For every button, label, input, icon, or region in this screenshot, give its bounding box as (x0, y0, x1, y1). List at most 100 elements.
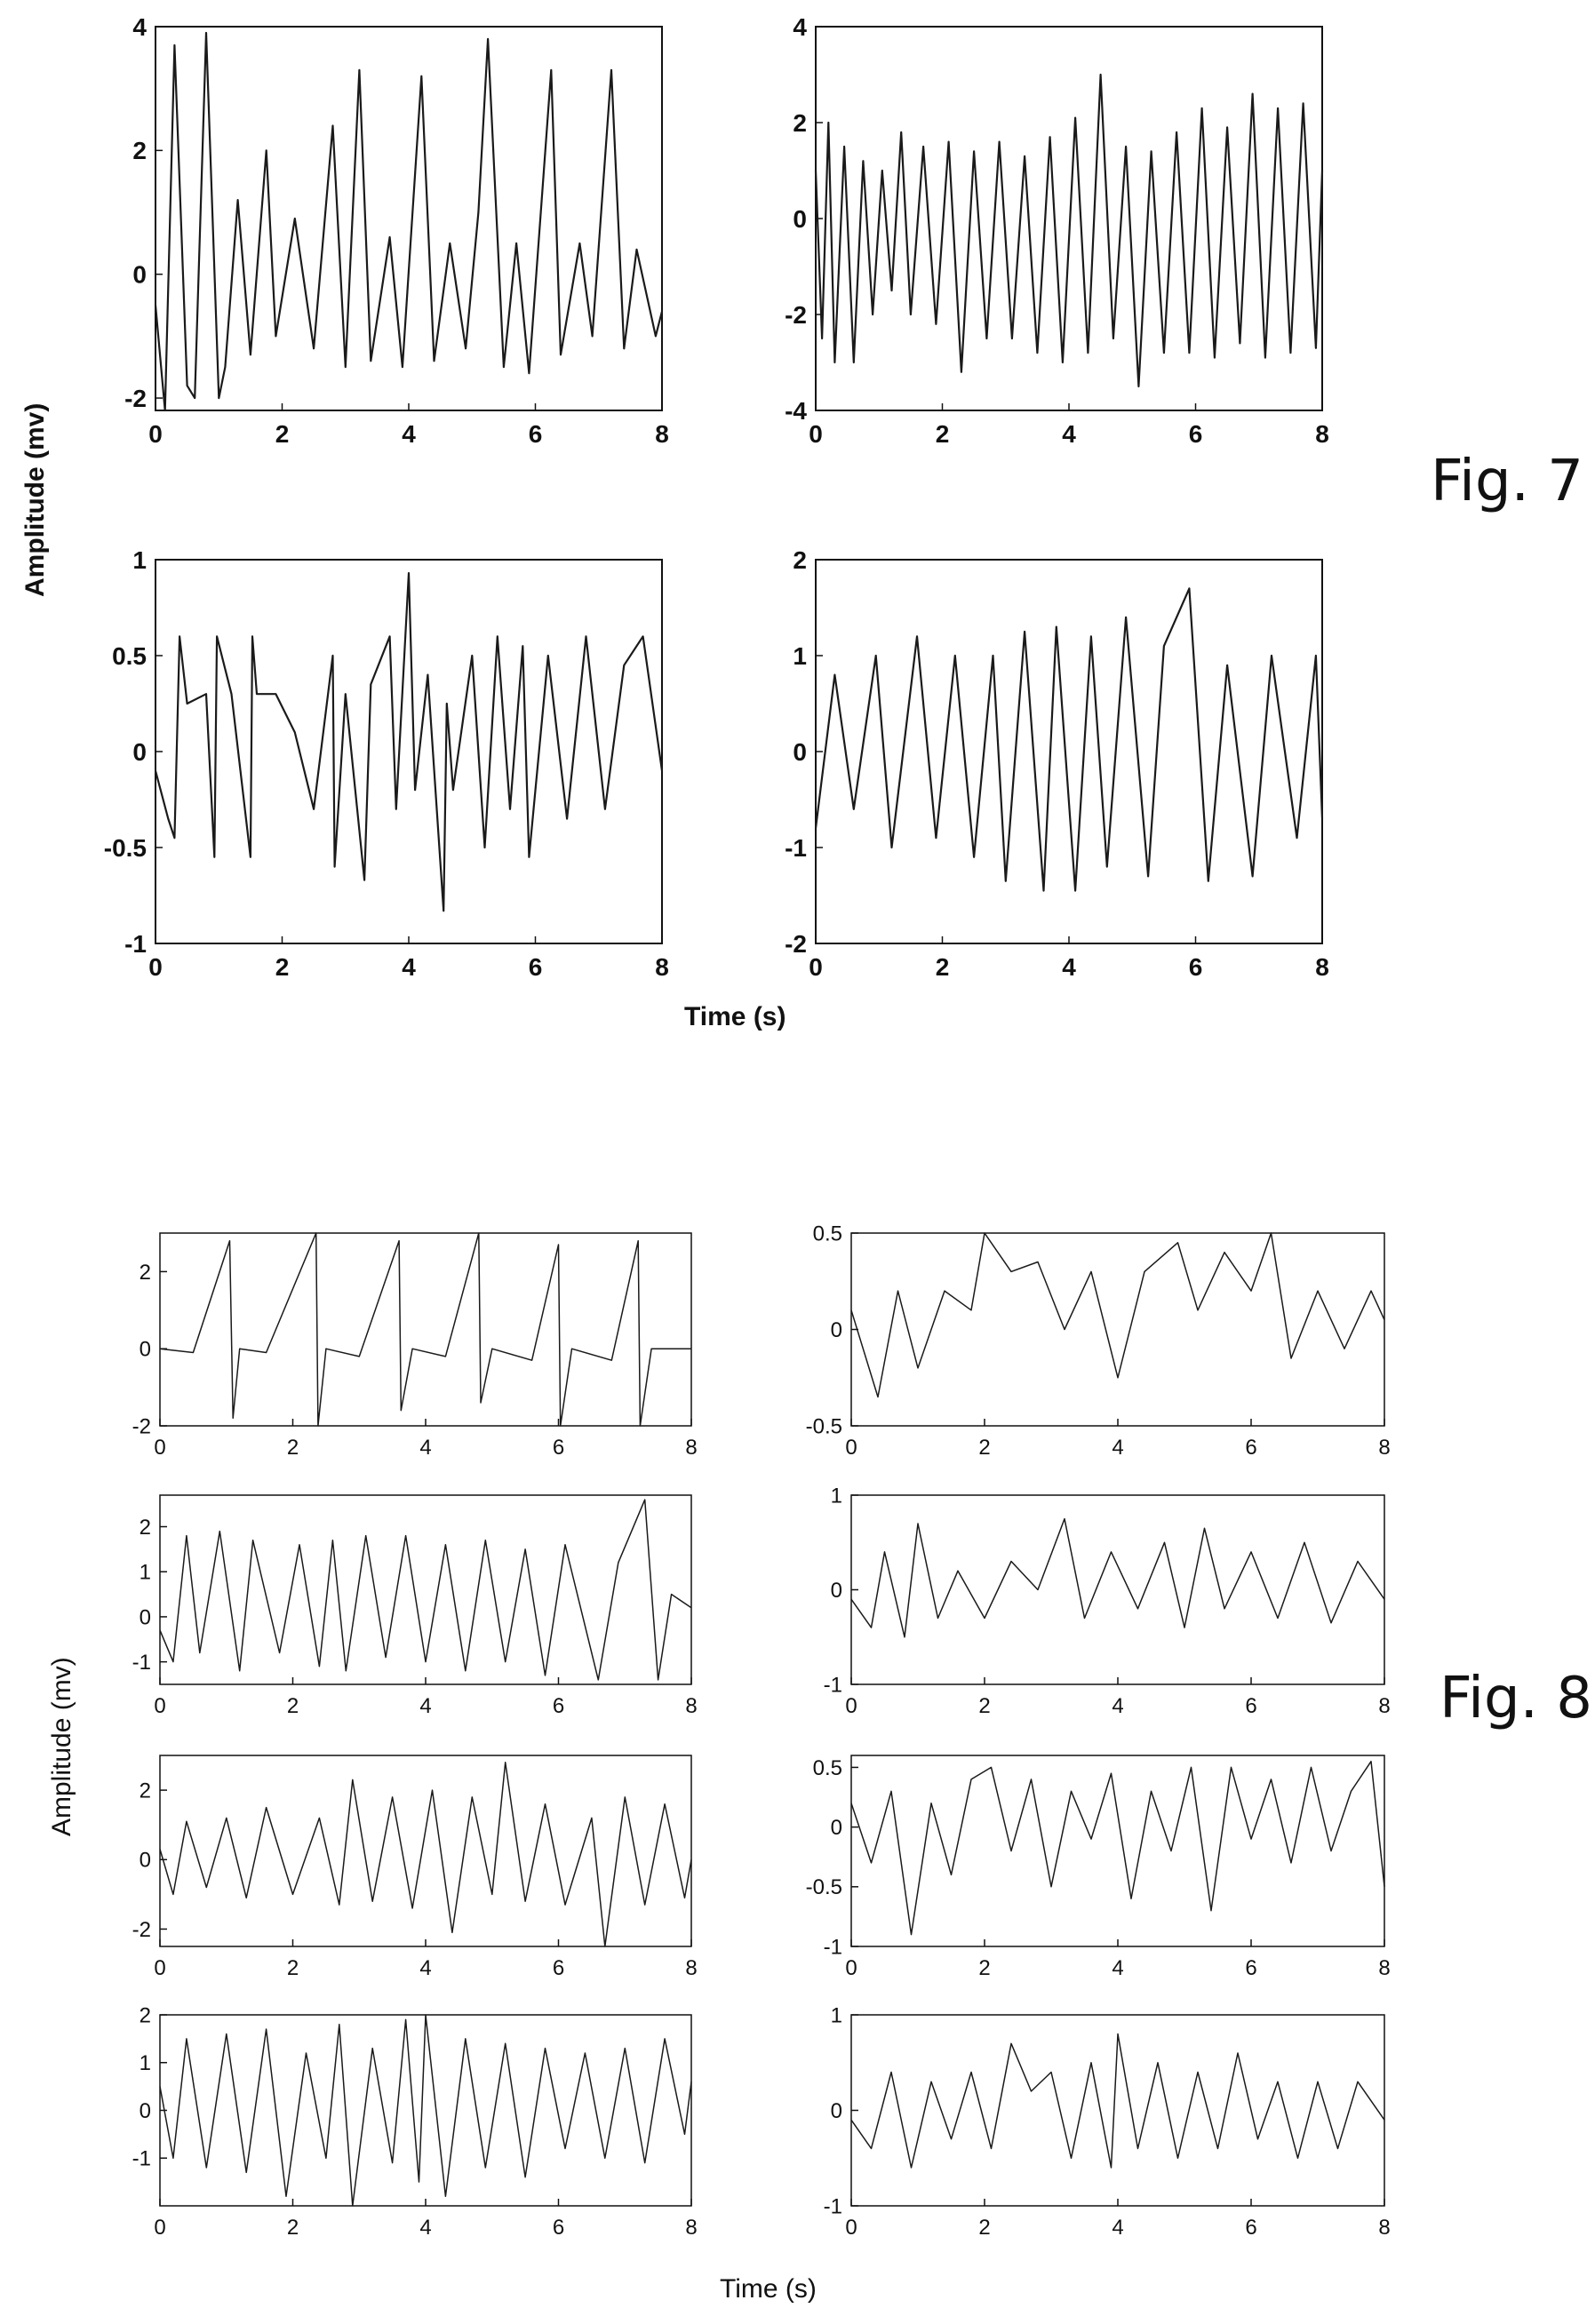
axes-frame (159, 1755, 692, 1947)
y-tick-label: 0.5 (813, 1756, 842, 1780)
y-tick-label: 2 (140, 2003, 151, 2027)
x-tick-label: 0 (154, 1956, 165, 1980)
x-tick-label: 4 (1062, 420, 1076, 448)
x-tick-label: 8 (685, 1956, 697, 1980)
x-tick-label: 0 (154, 1436, 165, 1460)
series-line-0 (850, 1517, 1385, 1638)
x-tick-label: 2 (978, 1956, 990, 1980)
x-tick-label: 6 (529, 953, 543, 981)
y-tick-label: 2 (793, 546, 807, 574)
y-tick-label: 0 (132, 738, 147, 766)
x-tick-label: 4 (419, 1956, 431, 1980)
y-tick-label: -0.5 (104, 834, 147, 862)
x-tick-label: 8 (685, 1694, 697, 1718)
y-tick-label: 1 (140, 2051, 151, 2075)
x-tick-label: 0 (148, 953, 163, 981)
x-tick-label: 4 (1062, 953, 1076, 981)
y-tick-label: 4 (793, 13, 807, 41)
x-tick-label: 4 (402, 420, 416, 448)
x-tick-label: 0 (845, 1694, 857, 1718)
y-tick-label: -2 (124, 385, 147, 412)
y-tick-label: 0 (132, 261, 147, 289)
x-tick-label: 4 (1112, 1436, 1123, 1460)
y-tick-label: -1 (785, 834, 807, 862)
series-line-0 (850, 1232, 1385, 1398)
y-tick-label: -2 (132, 1414, 151, 1438)
y-tick-label: 1 (793, 642, 807, 670)
y-tick-label: 0 (140, 1338, 151, 1362)
axes-frame (159, 2014, 692, 2207)
series-line-0 (850, 2033, 1385, 2169)
y-tick-label: -1 (132, 1651, 151, 1675)
figure-7-label: Fig. 7 (1431, 449, 1583, 514)
x-tick-label: 6 (529, 420, 543, 448)
x-tick-label: 8 (1378, 1436, 1390, 1460)
figure-7-y-axis-title: Amplitude (mv) (20, 402, 50, 597)
x-tick-label: 2 (978, 1436, 990, 1460)
y-tick-label: -2 (785, 930, 807, 958)
y-tick-label: 2 (793, 109, 807, 137)
y-tick-label: -1 (124, 930, 147, 958)
axes-frame (159, 1232, 692, 1427)
y-tick-label: -1 (132, 2147, 151, 2171)
panel-row2-right-7: 0 2 4 6 8-101 (824, 1484, 1391, 1718)
x-tick-label: 0 (845, 1436, 857, 1460)
y-tick-label: 0 (140, 1849, 151, 1873)
x-tick-label: 2 (287, 2216, 299, 2240)
x-tick-label: 0 (809, 420, 823, 448)
series-line-0 (814, 587, 1324, 892)
x-tick-label: 6 (553, 1956, 564, 1980)
x-tick-label: 2 (275, 953, 290, 981)
y-tick-label: -1 (824, 2194, 842, 2218)
series-line-0 (154, 31, 664, 412)
y-tick-label: 1 (831, 2003, 842, 2027)
series-line-0 (159, 1762, 692, 1947)
y-tick-label: -1 (824, 1673, 842, 1697)
axes-frame (155, 559, 663, 944)
x-tick-label: 8 (1378, 1694, 1390, 1718)
y-tick-label: -0.5 (806, 1414, 842, 1438)
x-tick-label: 2 (287, 1694, 299, 1718)
panel-row1-left-4: 0 2 4 6 8-202 (132, 1232, 698, 1460)
y-tick-label: 0 (831, 1318, 842, 1342)
x-tick-label: 6 (1189, 420, 1203, 448)
y-tick-label: 0 (831, 1816, 842, 1840)
panel-row3-right-9: 0 2 4 6 8 -1 -0.5 0 0.5 (806, 1755, 1391, 1980)
x-tick-label: 6 (1245, 1694, 1256, 1718)
x-tick-label: 2 (275, 420, 290, 448)
x-tick-label: 4 (419, 1694, 431, 1718)
axes-frame (850, 1755, 1385, 1947)
y-tick-label: -2 (132, 1918, 151, 1942)
panel-row1-right-5: 0 2 4 6 8-0.500.5 (806, 1222, 1391, 1460)
y-tick-label: -2 (785, 301, 807, 329)
y-tick-label: 2 (140, 1779, 151, 1803)
series-line-0 (154, 571, 664, 912)
y-tick-label: 0 (140, 2099, 151, 2123)
x-tick-label: 2 (978, 2216, 990, 2240)
x-tick-label: 2 (978, 1694, 990, 1718)
panel-row4-right-11: 0 2 4 6 8-101 (824, 2003, 1391, 2240)
x-tick-label: 4 (402, 953, 416, 981)
x-tick-label: 0 (845, 2216, 857, 2240)
x-tick-label: 8 (1378, 2216, 1390, 2240)
y-tick-label: 4 (132, 13, 147, 41)
panel-row4-left-10: 0 2 4 6 8 -1 0 1 2 (132, 2003, 698, 2240)
x-tick-label: 8 (655, 953, 669, 981)
x-tick-label: 4 (1112, 1694, 1123, 1718)
series-line-0 (159, 2014, 692, 2207)
x-tick-label: 4 (419, 1436, 431, 1460)
axes-frame (815, 559, 1323, 944)
y-tick-label: 0 (793, 205, 807, 233)
y-tick-label: 0.5 (813, 1222, 842, 1246)
x-tick-label: 0 (845, 1956, 857, 1980)
x-tick-label: 4 (1112, 1956, 1123, 1980)
x-tick-label: 2 (936, 953, 950, 981)
y-tick-label: 2 (140, 1516, 151, 1540)
y-tick-label: 2 (140, 1261, 151, 1285)
figure-8-y-axis-title: Amplitude (mv) (47, 1657, 76, 1836)
y-tick-label: 0 (831, 1579, 842, 1603)
